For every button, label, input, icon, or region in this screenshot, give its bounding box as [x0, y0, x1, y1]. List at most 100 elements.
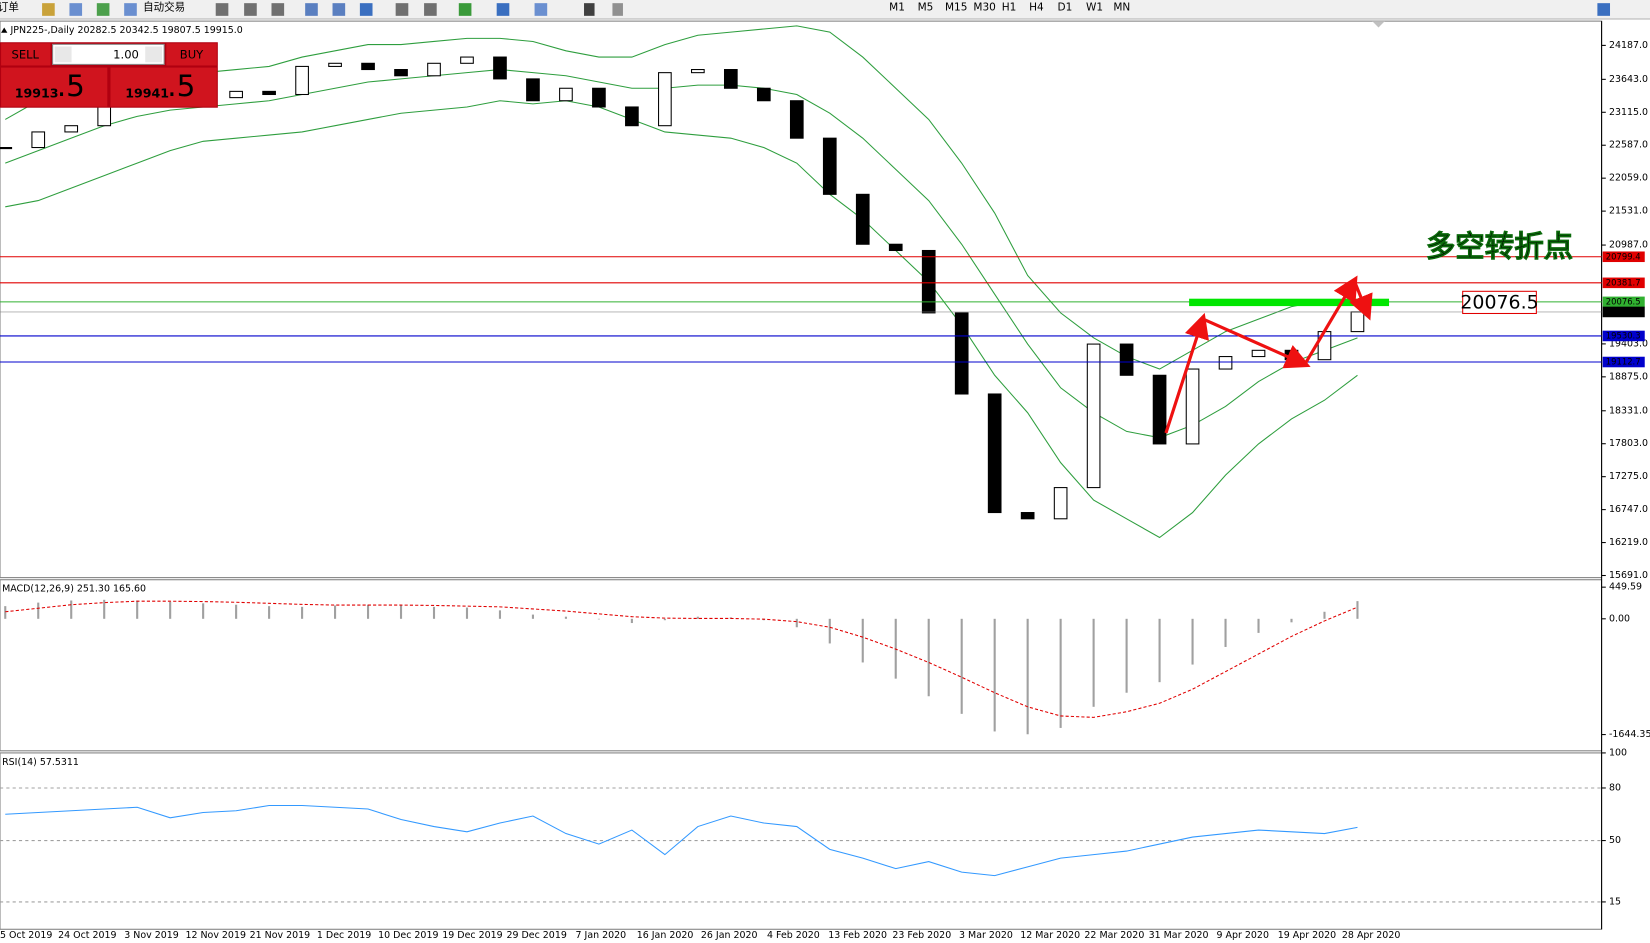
timeframe-button[interactable]: H1: [1002, 1, 1017, 13]
candle: [1218, 356, 1233, 370]
price-level-label: 19530.3: [1606, 330, 1641, 340]
candle: [625, 106, 639, 127]
macd-bar: [630, 618, 633, 624]
price-level-label: 20799.4: [1606, 251, 1641, 261]
candle: [954, 312, 969, 395]
macd-bar: [1026, 618, 1029, 735]
candle: [789, 100, 804, 139]
callout-label: 20076.5: [1460, 291, 1538, 313]
y-tick-label: 15: [1609, 896, 1621, 907]
macd-bar: [4, 606, 7, 619]
shift-marker: [1372, 21, 1385, 28]
candle: [592, 87, 606, 108]
x-tick-label: 29 Dec 2019: [506, 930, 566, 941]
y-tick-label: 17275.0: [1609, 471, 1648, 482]
timeframe-button[interactable]: H4: [1029, 1, 1044, 13]
bollinger-band: [5, 100, 1358, 539]
price-level-box: [1602, 306, 1645, 318]
lot-value[interactable]: 1.00: [113, 47, 139, 61]
price-level-box: [1602, 356, 1645, 368]
sell-button[interactable]: [1, 43, 51, 66]
candle: [888, 243, 903, 252]
x-tick-label: 16 Jan 2020: [637, 930, 694, 941]
buy-label[interactable]: BUY: [180, 47, 204, 61]
timeframe-button[interactable]: MN: [1113, 1, 1130, 13]
macd-bar: [1356, 601, 1359, 619]
macd-bar: [465, 607, 469, 619]
x-tick-label: 26 Jan 2020: [701, 930, 758, 941]
x-tick-label: 19 Dec 2019: [442, 930, 502, 941]
indicator-title: RSI(14) 57.5311: [2, 757, 79, 768]
x-tick-label: 28 Apr 2020: [1342, 930, 1400, 941]
macd-bar: [268, 606, 271, 619]
x-tick-label: 12 Mar 2020: [1020, 930, 1080, 941]
candle: [0, 147, 13, 150]
sell-label[interactable]: SELL: [11, 47, 39, 61]
y-tick-label: 20987.0: [1609, 240, 1648, 251]
buy-pips: .5: [167, 69, 195, 103]
macd-bar: [334, 605, 337, 619]
toolbar: [0, 0, 1650, 20]
candle: [295, 65, 309, 96]
rsi-line: [5, 804, 1358, 877]
candle: [526, 78, 540, 102]
callout-box: [1462, 290, 1537, 315]
y-tick-label: 0.00: [1609, 613, 1630, 624]
timeframe-button[interactable]: W1: [1086, 1, 1103, 13]
timeframe-button[interactable]: M15: [945, 1, 967, 13]
x-tick-label: 13 Feb 2020: [828, 930, 887, 941]
macd-bar: [70, 600, 73, 619]
macd-bar: [301, 606, 304, 619]
timeframe-button[interactable]: M30: [973, 1, 995, 13]
y-tick-label: 16219.0: [1609, 537, 1648, 548]
indicator-title: MACD(12,26,9) 251.30 165.60: [2, 584, 146, 595]
x-tick-label: 1 Dec 2019: [317, 930, 371, 941]
sell-price: 19913: [15, 85, 59, 100]
x-tick-label: 31 Mar 2020: [1149, 930, 1209, 941]
trend-arrow: [1202, 317, 1311, 369]
x-tick-label: 22 Mar 2020: [1084, 930, 1144, 941]
chart-header: JPN225-,Daily 20282.5 20342.5 19807.5 19…: [10, 25, 243, 36]
y-tick-label: 15691.0: [1609, 570, 1648, 581]
y-tick-label: 100: [1609, 747, 1627, 758]
candle: [493, 56, 507, 80]
trend-arrow: [1303, 275, 1358, 366]
candle: [987, 393, 1002, 514]
y-tick-label: 16747.0: [1609, 504, 1648, 515]
candle: [1185, 368, 1200, 445]
macd-bar: [1191, 618, 1194, 665]
x-tick-label: 10 Dec 2019: [378, 930, 438, 941]
candle: [1053, 487, 1068, 520]
macd-bar: [564, 616, 567, 619]
macd-bar: [1059, 618, 1062, 728]
lot-box[interactable]: [52, 43, 165, 65]
candle: [1119, 343, 1134, 376]
timeframe-button[interactable]: M5: [918, 1, 934, 13]
timeframe-button[interactable]: D1: [1058, 1, 1073, 13]
macd-bar: [498, 610, 502, 619]
price-level-box: [1602, 277, 1645, 289]
sell-price-box[interactable]: [1, 67, 108, 107]
candle: [229, 90, 243, 99]
price-level-label: 20381.7: [1606, 277, 1641, 287]
buy-price-box[interactable]: [110, 67, 217, 107]
buy-button[interactable]: [166, 43, 217, 66]
x-tick-label: 24 Oct 2019: [58, 930, 116, 941]
candle: [1350, 311, 1365, 333]
y-tick-label: 24187.0: [1609, 40, 1648, 51]
y-tick-label: 18331.0: [1609, 405, 1648, 416]
y-tick-label: 17803.0: [1609, 438, 1648, 449]
macd-bar: [663, 618, 666, 621]
toolbar-item[interactable]: 自动交易: [143, 0, 185, 13]
annotation: 多空转折点: [1426, 230, 1573, 264]
timeframe-button[interactable]: M1: [889, 1, 905, 13]
toolbar-item[interactable]: 订单: [0, 1, 19, 13]
macd-bar: [531, 614, 535, 619]
macd-bar: [37, 602, 40, 619]
x-tick-label: 12 Nov 2019: [185, 930, 246, 941]
candle: [361, 62, 375, 71]
macd-bar: [597, 618, 600, 620]
price-level-box: [1602, 296, 1645, 308]
x-tick-label: 19 Apr 2020: [1278, 930, 1336, 941]
y-tick-label: 449.59: [1609, 582, 1642, 593]
